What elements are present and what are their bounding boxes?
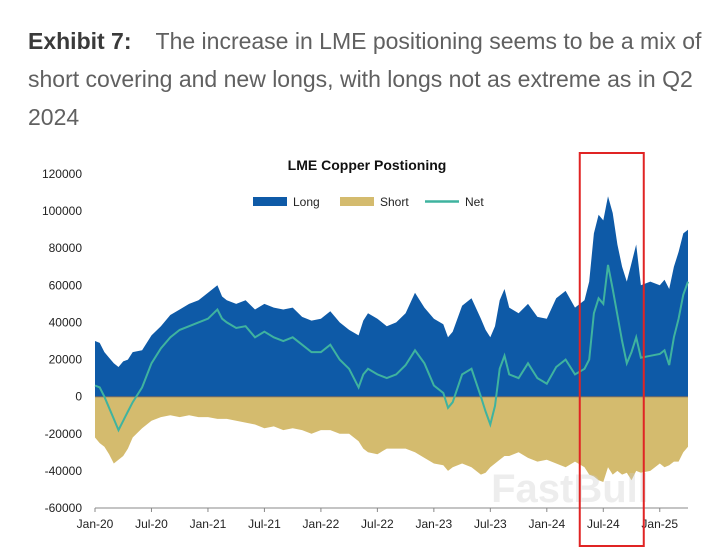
legend-label-net: Net (465, 195, 484, 209)
x-tick-label: Jan-24 (528, 517, 565, 531)
y-tick-label: -20000 (45, 427, 83, 441)
y-tick-label: 40000 (49, 315, 83, 329)
x-tick-label: Jan-22 (303, 517, 340, 531)
y-tick-label: 60000 (49, 278, 83, 292)
x-tick-label: Jul-23 (474, 517, 507, 531)
y-tick-label: -40000 (45, 464, 83, 478)
watermark-logo: FastBull (491, 467, 649, 511)
legend: Long Short Net (253, 195, 484, 209)
legend-swatch-short (340, 197, 374, 206)
series-short-area (95, 396, 688, 482)
legend-label-short: Short (380, 195, 409, 209)
x-tick-label: Jul-22 (361, 517, 394, 531)
y-tick-label: 80000 (49, 241, 83, 255)
legend-swatch-long (253, 197, 287, 206)
x-tick-label: Jan-23 (416, 517, 453, 531)
x-tick-label: Jul-20 (135, 517, 168, 531)
x-tick-label: Jan-25 (641, 517, 678, 531)
y-tick-label: 100000 (42, 204, 82, 218)
x-tick-label: Jul-24 (587, 517, 620, 531)
legend-label-long: Long (293, 195, 320, 209)
lme-copper-positioning-chart: 120000 100000 80000 60000 40000 20000 0 -20000 -… (42, 152, 689, 547)
highlight-box (578, 152, 645, 547)
plot-area (94, 196, 689, 482)
y-tick-label: 20000 (49, 353, 83, 367)
series-long-area (95, 196, 688, 397)
exhibit-caption: Exhibit 7: The increase in LME positionin… (28, 22, 708, 136)
exhibit-label: Exhibit 7: (28, 28, 132, 54)
axes: 120000 100000 80000 60000 40000 20000 0 -20000 -… (42, 167, 688, 531)
x-tick-label: Jan-20 (77, 517, 114, 531)
chart-title: LME Copper Postioning (288, 157, 447, 173)
x-tick-label: Jul-21 (248, 517, 281, 531)
y-tick-label: 120000 (42, 167, 82, 181)
exhibit-title: The increase in LME positioning seems to… (28, 28, 702, 130)
series-net-line (94, 264, 689, 433)
y-tick-label: -60000 (45, 501, 83, 515)
y-tick-label: 0 (75, 390, 82, 404)
x-tick-label: Jan-21 (190, 517, 227, 531)
